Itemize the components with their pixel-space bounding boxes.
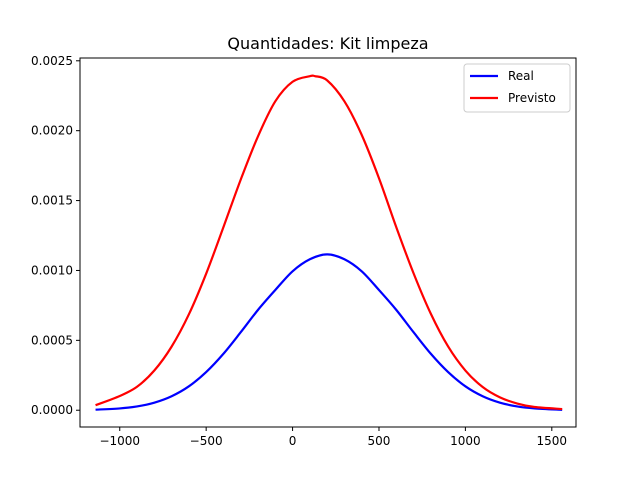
series-layer [95, 74, 563, 411]
y-tick-label: 0.0020 [31, 124, 73, 138]
series-line-real [95, 253, 563, 411]
legend-label-real: Real [508, 69, 534, 83]
x-tick-label: 0 [289, 434, 297, 448]
axes-frame [79, 57, 577, 428]
y-tick-label: 0.0015 [31, 194, 73, 208]
x-tick-label: −500 [190, 434, 223, 448]
chart-title: Quantidades: Kit limpeza [227, 34, 428, 53]
x-tick-label: 1500 [537, 434, 568, 448]
x-axis: −1000 −500 0 500 1000 1500 [99, 427, 567, 448]
y-axis: 0.0000 0.0005 0.0010 0.0015 0.0020 0.0025 [31, 54, 80, 417]
x-tick-label: 1000 [450, 434, 481, 448]
y-tick-label: 0.0010 [31, 263, 73, 277]
legend: Real Previsto [463, 63, 571, 113]
legend-label-previsto: Previsto [508, 91, 556, 105]
x-tick-label: 500 [368, 434, 391, 448]
y-tick-label: 0.0000 [31, 403, 73, 417]
x-tick-label: −1000 [99, 434, 140, 448]
series-line-previsto [95, 74, 563, 411]
y-tick-label: 0.0005 [31, 333, 73, 347]
plot-area [79, 57, 577, 428]
y-tick-label: 0.0025 [31, 54, 73, 68]
